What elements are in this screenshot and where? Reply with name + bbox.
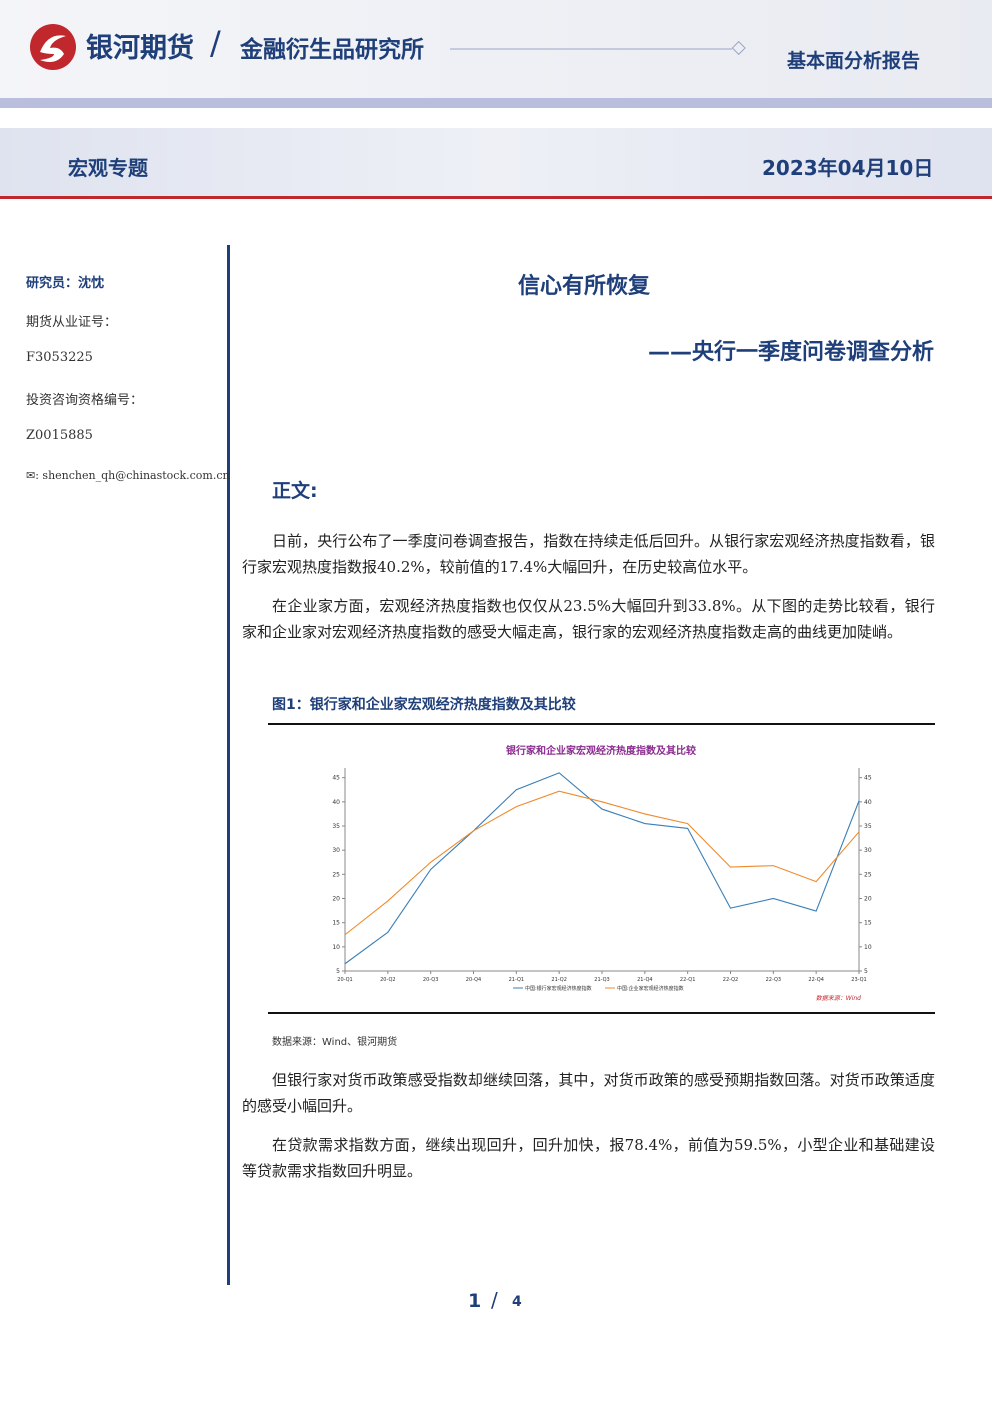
- x-tick-label: 21-Q1: [509, 977, 524, 983]
- y-tick-label: 35: [332, 823, 340, 830]
- y2-tick-label: 5: [864, 968, 868, 975]
- y-tick-label: 5: [336, 968, 340, 975]
- institute: 金融衍生品研究所: [240, 37, 424, 63]
- y-tick-label: 15: [332, 920, 340, 927]
- advisor-label: 投资咨询资格编号：: [26, 393, 144, 408]
- y2-tick-label: 30: [864, 847, 872, 854]
- y2-tick-label: 40: [864, 799, 872, 806]
- legend-label: 中国:企业家宏观经济热度指数: [617, 985, 684, 992]
- y-tick-label: 25: [332, 871, 340, 878]
- legend-label: 中国:银行家宏观经济热度指数: [525, 985, 592, 992]
- y2-tick-label: 25: [864, 871, 872, 878]
- x-tick-label: 22-Q4: [808, 977, 823, 983]
- series-line: [344, 790, 860, 936]
- report-type: 基本面分析报告: [787, 50, 921, 72]
- license-number: F3053225: [26, 350, 93, 365]
- paragraph: 在企业家方面，宏观经济热度指数也仅仅从23.5%大幅回升到33.8%。从下图的走…: [242, 597, 935, 641]
- x-tick-label: 20-Q1: [337, 977, 352, 983]
- series-line: [344, 772, 860, 965]
- page-total: 4: [512, 1294, 522, 1310]
- page-number: 1: [468, 1290, 482, 1312]
- section: 宏观专题: [68, 156, 148, 180]
- email: shenchen_qh@chinastock.com.cn: [42, 469, 230, 482]
- email-icon: ✉:: [26, 469, 43, 482]
- figure-caption: 图1：银行家和企业家宏观经济热度指数及其比较: [272, 697, 576, 713]
- date: 2023年04月10日: [762, 156, 934, 180]
- x-tick-label: 21-Q2: [551, 977, 566, 983]
- chart-source: 数据来源：Wind: [816, 994, 861, 1002]
- y-tick-label: 45: [332, 775, 340, 782]
- chart-title: 银行家和企业家宏观经济热度指数及其比较: [506, 744, 696, 757]
- sidebar-rule: [227, 245, 230, 1285]
- logo-text: 银河期货: [86, 33, 194, 64]
- y-tick-label: 10: [332, 944, 340, 951]
- y2-tick-label: 10: [864, 944, 872, 951]
- x-tick-label: 23-Q1: [851, 977, 866, 983]
- y2-tick-label: 35: [864, 823, 872, 830]
- x-tick-label: 21-Q3: [594, 977, 609, 983]
- y2-tick-label: 20: [864, 896, 872, 903]
- paragraph: 在贷款需求指数方面，继续出现回升，回升加快，报78.4%，前值为59.5%，小型…: [242, 1136, 935, 1180]
- paragraph: 但银行家对货币政策感受指数却继续回落，其中，对货币政策的感受预期指数回落。对货币…: [242, 1071, 935, 1115]
- x-tick-label: 22-Q3: [766, 977, 781, 983]
- heading: 正文:: [272, 480, 318, 502]
- y2-tick-label: 45: [864, 775, 872, 782]
- title: 信心有所恢复: [518, 274, 651, 299]
- divider: /: [210, 24, 221, 62]
- y-tick-label: 20: [332, 896, 340, 903]
- section-rule: [0, 196, 992, 199]
- logo-icon: [30, 24, 76, 70]
- advisor-number: Z0015885: [26, 428, 93, 443]
- subtitle: ——央行一季度问卷调查分析: [647, 340, 934, 365]
- x-tick-label: 22-Q1: [680, 977, 695, 983]
- x-tick-label: 20-Q4: [466, 977, 481, 983]
- x-tick-label: 20-Q3: [423, 977, 438, 983]
- x-tick-label: 20-Q2: [380, 977, 395, 983]
- paragraph: 日前，央行公布了一季度问卷调查报告，指数在持续走低后回升。从银行家宏观经济热度指…: [242, 532, 935, 576]
- email-row: ✉: shenchen_qh@chinastock.com.cn: [26, 469, 230, 482]
- x-tick-label: 21-Q4: [637, 977, 652, 983]
- section-band: [0, 128, 992, 196]
- figure-rule: [268, 723, 935, 725]
- chart: 银行家和企业家宏观经济热度指数及其比较 5 10 15 20 25 30 35 40 45 5 10 1…: [332, 744, 872, 1002]
- page-separator: /: [491, 1288, 498, 1312]
- figure-rule: [268, 1012, 935, 1014]
- decor-line: [450, 40, 746, 56]
- header-rule: [0, 98, 992, 108]
- license-label: 期货从业证号：: [26, 315, 118, 330]
- x-tick-label: 22-Q2: [723, 977, 738, 983]
- y2-tick-label: 15: [864, 920, 872, 927]
- y-tick-label: 40: [332, 799, 340, 806]
- researcher: 研究员：沈忱: [26, 276, 105, 291]
- y-tick-label: 30: [332, 847, 340, 854]
- figure-source: 数据来源：Wind、银河期货: [272, 1037, 398, 1048]
